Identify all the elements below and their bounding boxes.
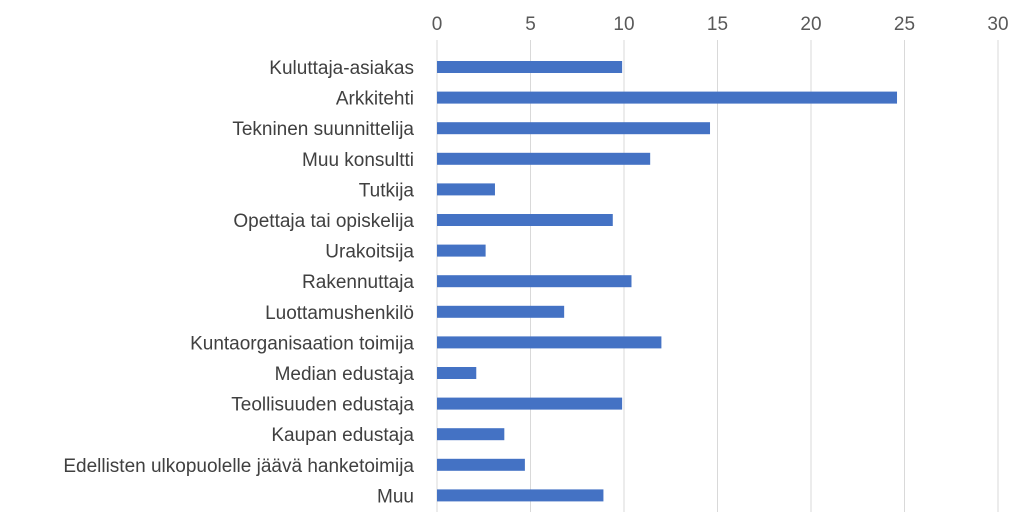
category-label: Arkkitehti (336, 89, 414, 110)
x-tick-label: 10 (613, 14, 634, 35)
category-label: Muu (377, 486, 414, 507)
x-tick-label: 30 (987, 14, 1008, 35)
x-tick-label: 0 (432, 14, 443, 35)
bar (437, 244, 486, 257)
bar (437, 397, 623, 410)
x-tick-label: 25 (894, 14, 915, 35)
category-label: Muu konsultti (302, 150, 414, 171)
category-label: Rakennuttaja (302, 272, 414, 293)
x-tick-label: 20 (800, 14, 821, 35)
bar (437, 428, 505, 441)
category-label: Kaupan edustaja (271, 425, 414, 446)
bar (437, 489, 604, 502)
x-axis-ticks: 0 5 10 15 20 25 30 (432, 14, 1009, 35)
category-label: Luottamushenkilö (265, 303, 414, 324)
category-label: Kuluttaja-asiakas (269, 58, 414, 79)
bar (437, 152, 651, 165)
bar (437, 305, 565, 318)
bars (437, 61, 898, 502)
x-tick-label: 5 (525, 14, 536, 35)
bar (437, 183, 495, 196)
category-label: Tutkija (359, 180, 415, 201)
category-labels: Kuluttaja-asiakas Arkkitehti Tekninen suun… (63, 58, 414, 507)
bar (437, 91, 898, 104)
category-label: Teollisuuden edustaja (231, 395, 414, 416)
bar (437, 122, 711, 135)
bar (437, 367, 477, 379)
category-label: Urakoitsija (325, 242, 414, 263)
bar (437, 61, 623, 73)
category-label: Opettaja tai opiskelija (233, 211, 414, 232)
bar (437, 336, 662, 349)
bar (437, 275, 632, 288)
bar (437, 214, 613, 226)
category-label: Tekninen suunnittelija (232, 119, 414, 140)
category-label: Kuntaorganisaation toimija (190, 333, 414, 354)
category-label: Median edustaja (275, 364, 415, 385)
category-label: Edellisten ulkopuolelle jäävä hanketoimi… (63, 456, 414, 477)
x-tick-label: 15 (707, 14, 728, 35)
bar (437, 458, 525, 471)
